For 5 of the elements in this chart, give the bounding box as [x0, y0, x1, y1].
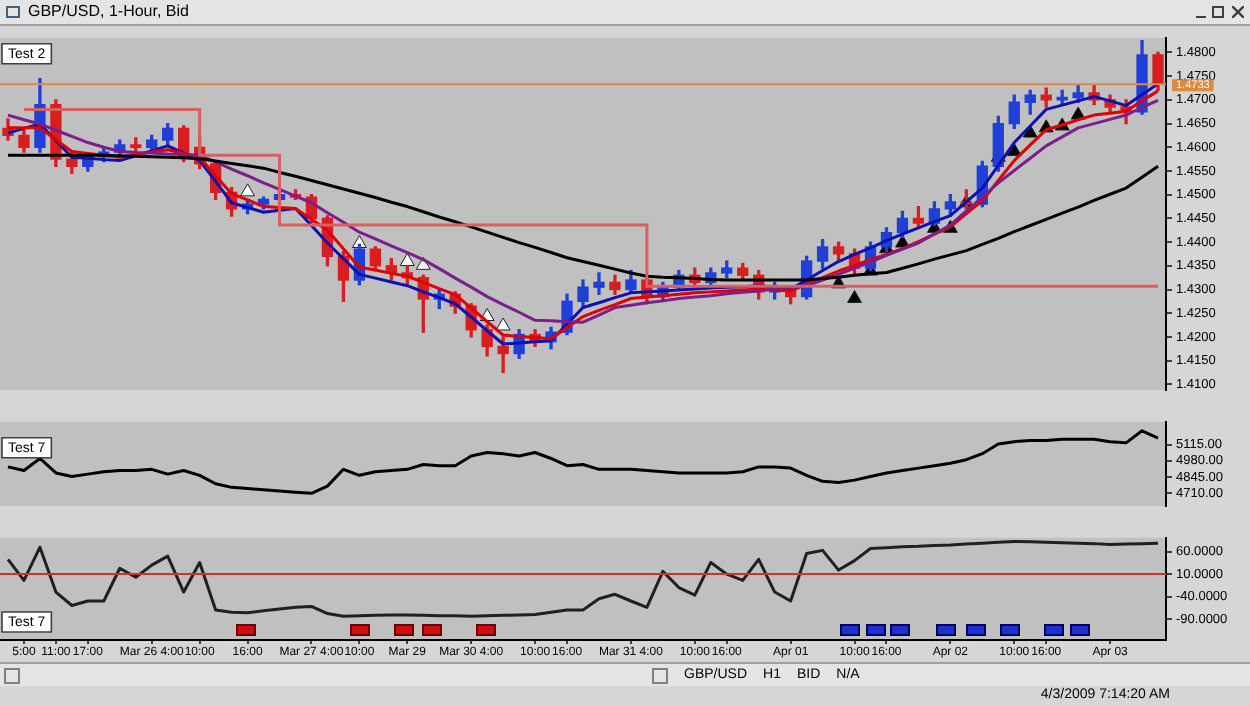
point [399, 253, 415, 267]
point [495, 317, 511, 331]
point [847, 290, 862, 304]
point [240, 183, 255, 197]
chart-title: GBP/USD, 1-Hour, Bid [28, 2, 189, 20]
